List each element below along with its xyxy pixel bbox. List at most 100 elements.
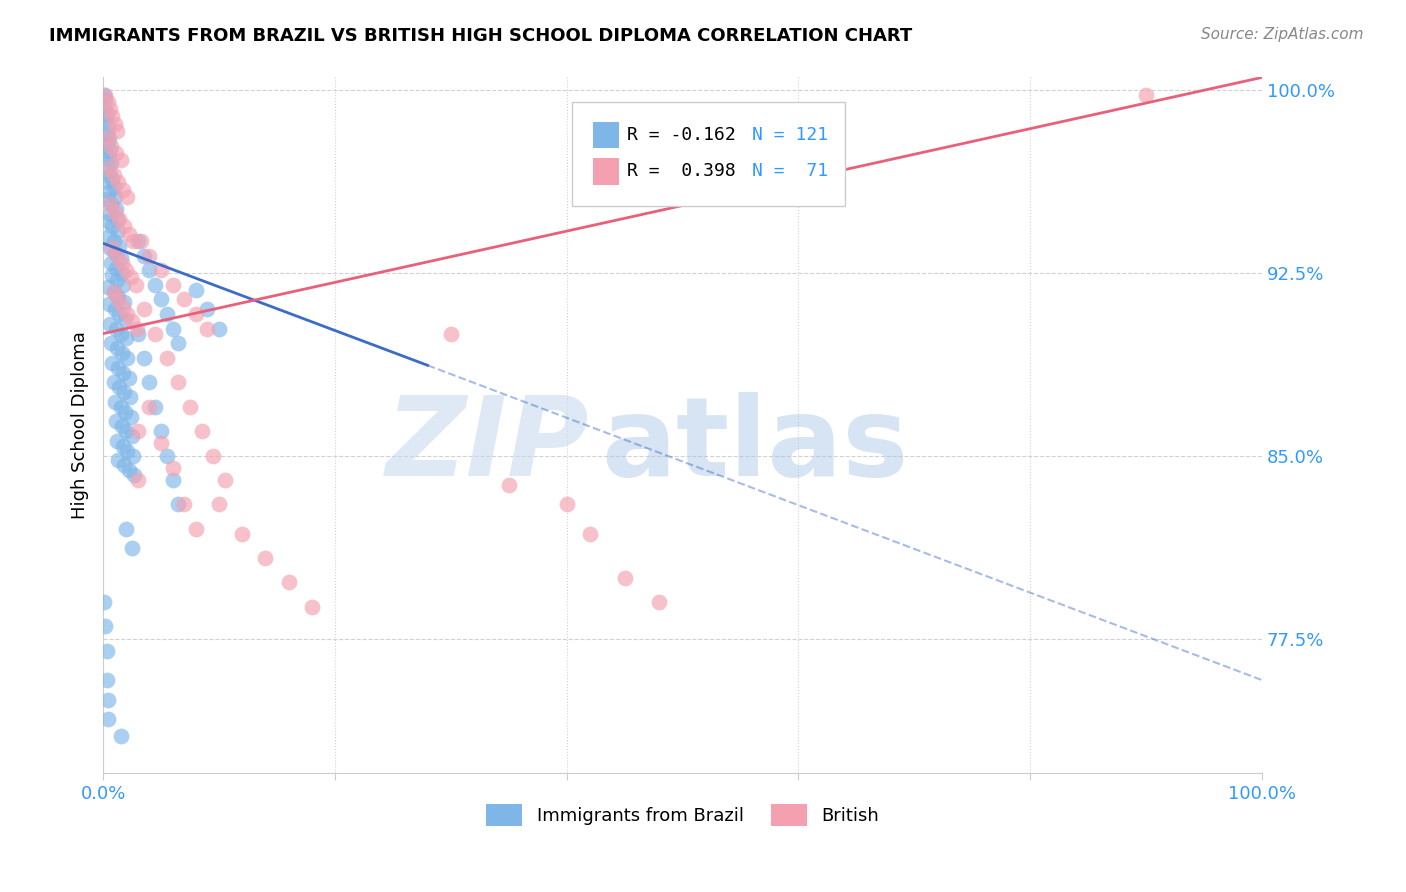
Point xyxy=(97,175,120,189)
Point xyxy=(117,370,139,384)
Point xyxy=(162,460,184,475)
Point xyxy=(156,449,179,463)
Point xyxy=(117,463,139,477)
FancyBboxPatch shape xyxy=(593,122,619,148)
Point xyxy=(231,526,253,541)
Point xyxy=(150,293,173,307)
Point xyxy=(184,283,207,297)
Point xyxy=(555,497,578,511)
Point xyxy=(613,571,636,585)
Point xyxy=(150,263,173,277)
Point xyxy=(301,599,323,614)
Point xyxy=(101,241,124,255)
Point xyxy=(100,156,122,170)
Point xyxy=(117,307,139,321)
Point xyxy=(107,293,129,307)
Point xyxy=(97,161,120,175)
Point xyxy=(132,351,155,365)
Point xyxy=(117,443,139,458)
Point xyxy=(93,595,115,609)
Point xyxy=(97,280,120,294)
Point xyxy=(105,434,128,448)
Point xyxy=(208,322,231,336)
Point xyxy=(97,692,120,706)
Point xyxy=(112,458,135,473)
Text: atlas: atlas xyxy=(602,392,908,500)
Point xyxy=(150,424,173,438)
Point xyxy=(101,173,124,187)
Point xyxy=(97,136,120,151)
Point xyxy=(117,227,139,241)
Point xyxy=(184,307,207,321)
Point xyxy=(97,120,120,134)
Point xyxy=(114,312,136,326)
Point xyxy=(94,92,117,106)
Point xyxy=(202,449,225,463)
Point xyxy=(107,453,129,467)
Text: R =  0.398: R = 0.398 xyxy=(627,162,735,180)
Point xyxy=(108,307,131,321)
Point xyxy=(167,497,190,511)
Point xyxy=(173,293,195,307)
Point xyxy=(118,390,141,404)
Point xyxy=(97,185,120,199)
Point xyxy=(98,317,121,331)
Point xyxy=(440,326,463,341)
Point xyxy=(104,246,127,260)
Point xyxy=(94,619,117,633)
Point xyxy=(101,219,124,234)
Point xyxy=(98,168,121,182)
Text: IMMIGRANTS FROM BRAZIL VS BRITISH HIGH SCHOOL DIPLOMA CORRELATION CHART: IMMIGRANTS FROM BRAZIL VS BRITISH HIGH S… xyxy=(49,27,912,45)
Point xyxy=(103,168,125,182)
Point xyxy=(96,131,118,145)
Point xyxy=(121,429,143,443)
Text: ZIP: ZIP xyxy=(387,392,589,500)
Point xyxy=(254,551,277,566)
Point xyxy=(111,300,134,314)
Point xyxy=(143,326,166,341)
Point xyxy=(97,214,120,228)
Point xyxy=(132,248,155,262)
Point xyxy=(150,436,173,450)
Point xyxy=(100,138,122,153)
Text: R = -0.162: R = -0.162 xyxy=(627,126,735,145)
Point xyxy=(111,266,134,280)
Point xyxy=(127,326,149,341)
Point xyxy=(98,197,121,211)
Point xyxy=(131,234,153,248)
Point xyxy=(108,380,131,394)
Point xyxy=(111,256,134,270)
Point xyxy=(104,395,127,409)
Point xyxy=(100,336,122,351)
Point xyxy=(103,180,125,194)
Y-axis label: High School Diploma: High School Diploma xyxy=(72,331,89,519)
Point xyxy=(97,712,120,726)
FancyBboxPatch shape xyxy=(572,102,845,206)
Point xyxy=(98,144,121,158)
Point xyxy=(143,400,166,414)
Point xyxy=(114,405,136,419)
Point xyxy=(104,146,127,161)
Point xyxy=(277,575,299,590)
Point xyxy=(125,322,148,336)
Point xyxy=(156,307,179,321)
Point xyxy=(101,268,124,282)
Point xyxy=(120,270,142,285)
Point xyxy=(93,100,115,114)
Point xyxy=(110,400,132,414)
Point xyxy=(173,497,195,511)
Point xyxy=(117,351,139,365)
Point xyxy=(138,400,160,414)
Point xyxy=(97,131,120,145)
Point xyxy=(112,385,135,400)
Point xyxy=(578,526,600,541)
Legend: Immigrants from Brazil, British: Immigrants from Brazil, British xyxy=(479,797,886,833)
Point xyxy=(100,197,122,211)
Point xyxy=(104,202,127,217)
Point xyxy=(112,219,135,234)
Point xyxy=(105,248,128,262)
Point xyxy=(122,234,145,248)
Point xyxy=(127,424,149,438)
Point xyxy=(97,297,120,311)
Point xyxy=(190,424,212,438)
